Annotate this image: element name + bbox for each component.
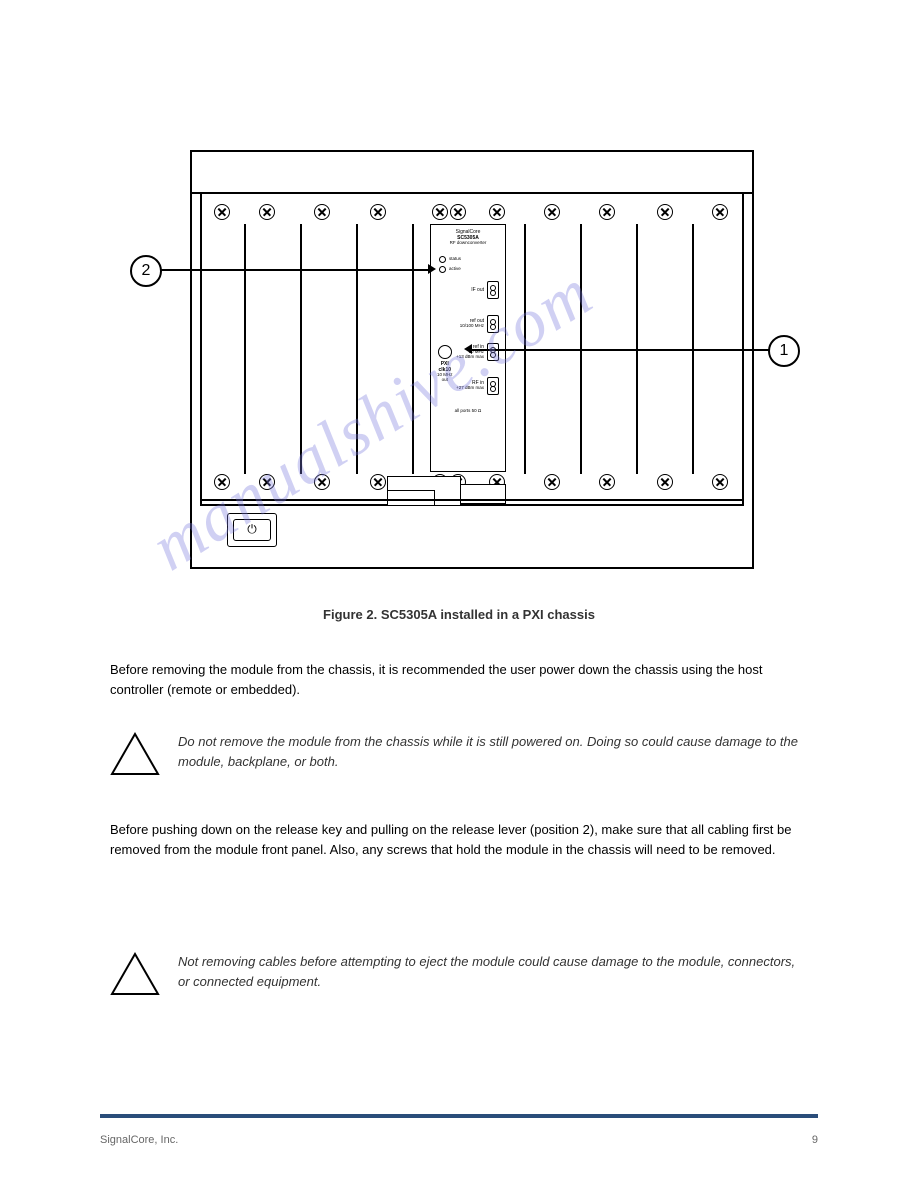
screw [259, 474, 275, 490]
screw [599, 204, 615, 220]
chassis-diagram: SignalCore SC5305A RF downconverter stat… [150, 150, 770, 580]
screw [370, 204, 386, 220]
figure-caption: Figure 2. SC5305A installed in a PXI cha… [110, 605, 808, 625]
body-para-1: Before removing the module from the chas… [110, 660, 808, 700]
active-led [439, 266, 446, 273]
chassis-bottom-bar [200, 499, 744, 509]
pxi-sub2: out [437, 378, 453, 383]
all-ports-label: all ports 50 Ω [431, 409, 505, 414]
rf-in-sub: +27 dBm max [456, 386, 484, 391]
power-button-area: ⏻ [227, 513, 277, 547]
body-text-1: Before removing the module from the chas… [110, 660, 808, 700]
if-out-label: IF out [471, 287, 484, 293]
pxi-connector [438, 345, 452, 359]
screw [712, 204, 728, 220]
ref-in-sub2: +13 dBm max [456, 355, 484, 360]
screw [432, 204, 448, 220]
warning-triangle-icon [110, 952, 160, 996]
caution-2-triangle [110, 952, 160, 996]
status-led [439, 256, 446, 263]
active-label: active [449, 267, 461, 272]
callout-2: 2 [130, 255, 162, 287]
callout-2-label: 2 [142, 262, 151, 279]
warning-triangle-icon [110, 732, 160, 776]
page: SignalCore SC5305A RF downconverter stat… [0, 0, 918, 1188]
screw [259, 204, 275, 220]
screw [314, 204, 330, 220]
subtitle-text: RF downconverter [431, 241, 505, 246]
pxi-block: PXI clk10 10 MHz out [437, 345, 453, 383]
screw [214, 474, 230, 490]
screw [489, 204, 505, 220]
if-out-connector [487, 281, 499, 299]
power-button[interactable]: ⏻ [233, 519, 271, 541]
caution-1-triangle [110, 732, 160, 776]
led-status-row: status [431, 256, 505, 263]
callout-1-label: 1 [780, 342, 789, 359]
footer-right: 9 [812, 1134, 818, 1146]
caution-block-2: Not removing cables before attempting to… [110, 940, 808, 996]
screw-row-top [202, 204, 742, 224]
footer-left: SignalCore, Inc. [100, 1134, 178, 1146]
status-label: status [449, 257, 461, 262]
caution-2-text: Not removing cables before attempting to… [178, 952, 808, 992]
slot-divider [300, 224, 302, 474]
footer-line [100, 1114, 818, 1118]
ref-out-connector [487, 315, 499, 333]
screw [544, 204, 560, 220]
screw [314, 474, 330, 490]
body-text-2: Before pushing down on the release key a… [110, 820, 808, 860]
screw [599, 474, 615, 490]
footer: SignalCore, Inc. 9 [100, 1134, 818, 1146]
screw [214, 204, 230, 220]
screw [450, 204, 466, 220]
caution-block-1: Do not remove the module from the chassi… [110, 720, 808, 776]
callout-2-arrow [428, 264, 436, 274]
figure-caption-text: Figure 2. SC5305A installed in a PXI cha… [110, 605, 808, 625]
screw [712, 474, 728, 490]
body-para-2: Before pushing down on the release key a… [110, 820, 808, 860]
ref-in-connector [487, 343, 499, 361]
ref-out-row: ref out 10/100 MHz [431, 315, 505, 333]
callout-1-arrow [464, 344, 472, 354]
module-brand: SignalCore SC5305A RF downconverter [431, 229, 505, 246]
ref-out-sub: 10/100 MHz [460, 324, 484, 329]
screw [370, 474, 386, 490]
rf-in-connector [487, 377, 499, 395]
screw [657, 474, 673, 490]
slot-divider [244, 224, 246, 474]
callout-2-line [160, 269, 430, 271]
screw [544, 474, 560, 490]
callout-1-line [470, 349, 770, 351]
screw [657, 204, 673, 220]
callout-1: 1 [768, 335, 800, 367]
slot-divider [412, 224, 414, 474]
chassis-top [192, 152, 752, 194]
led-active-row: active [431, 266, 505, 273]
caution-1-text: Do not remove the module from the chassi… [178, 732, 808, 772]
power-icon: ⏻ [247, 522, 257, 536]
if-out-row: IF out [431, 281, 505, 299]
slot-divider [356, 224, 358, 474]
chassis-outer: SignalCore SC5305A RF downconverter stat… [190, 150, 754, 569]
